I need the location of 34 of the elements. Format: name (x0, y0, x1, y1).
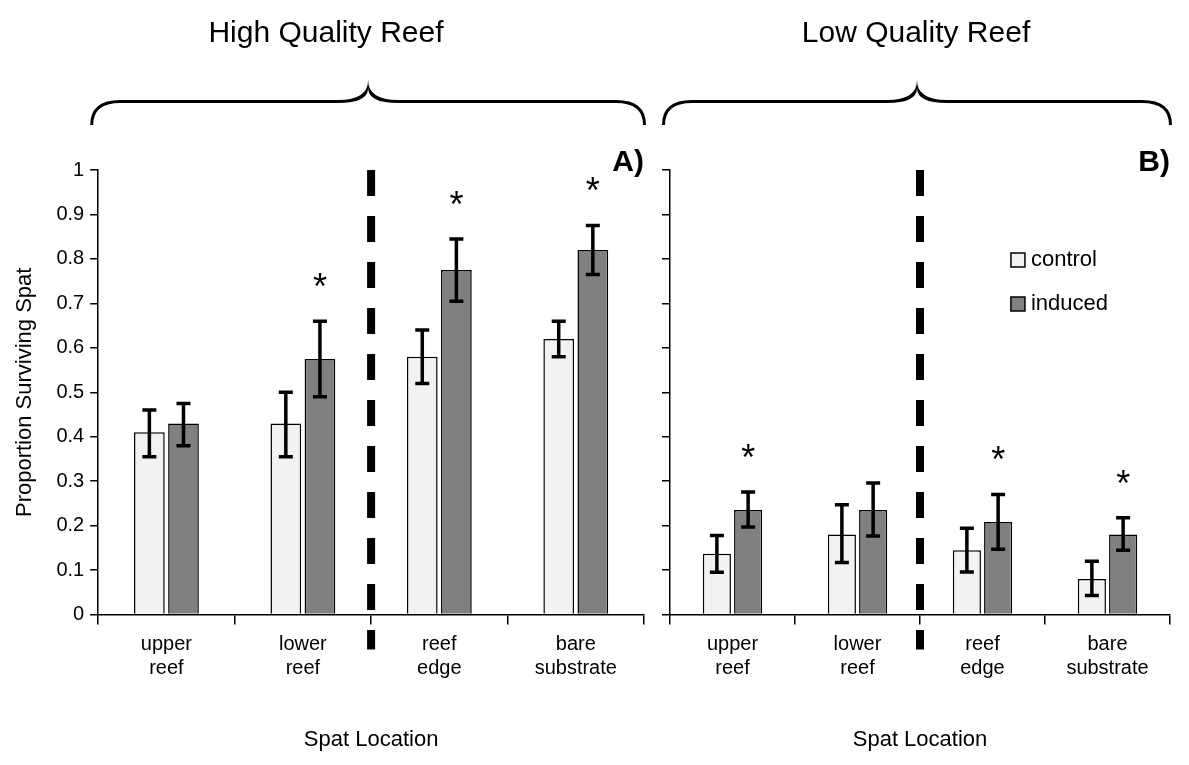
y-tick-label: 0.6 (56, 335, 85, 358)
y-tick-label: 0.8 (56, 246, 85, 269)
legend-label: control (1030, 246, 1097, 272)
annotation: A) (612, 144, 644, 178)
y-tick-label: 0.5 (56, 379, 85, 402)
x-tick-label: upper reef (140, 632, 193, 679)
x-tick-label: reef edge (417, 632, 462, 679)
y-tick-label: 0.7 (56, 290, 85, 313)
x-axis-title: Spat Location (303, 725, 439, 751)
y-tick-label: 0.4 (56, 424, 85, 447)
y-tick-label: 0.3 (56, 468, 85, 491)
y-tick-label: 0.9 (56, 201, 85, 224)
annotation: B) (1138, 144, 1170, 178)
y-axis-title: Proportion Surviving Spat (11, 267, 37, 518)
y-tick-label: 0.2 (56, 513, 85, 536)
chart-title: Low Quality Reef (801, 15, 1031, 49)
annotation: * (449, 183, 464, 225)
annotation: * (741, 436, 756, 478)
annotation: * (991, 439, 1006, 481)
x-tick-label: lower reef (833, 632, 882, 679)
annotation: * (312, 266, 327, 308)
y-tick-label: 0 (73, 602, 85, 625)
x-tick-label: bare substrate (534, 632, 617, 679)
y-tick-label: 0.1 (56, 557, 85, 580)
x-tick-label: reef edge (960, 632, 1005, 679)
x-tick-label: lower reef (278, 632, 328, 679)
x-tick-label: upper reef (706, 632, 759, 679)
chart-title: High Quality Reef (208, 15, 445, 49)
x-axis-title: Spat Location (852, 725, 988, 751)
x-tick-label: bare substrate (1066, 632, 1149, 679)
legend-label: induced (1030, 290, 1109, 316)
annotation: * (585, 170, 600, 212)
annotation: * (1116, 462, 1131, 504)
y-tick-label: 1 (73, 157, 85, 180)
